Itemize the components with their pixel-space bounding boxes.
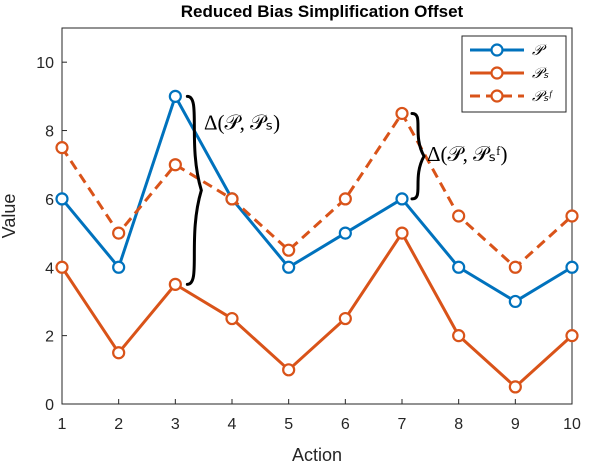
x-tick-label: 10 — [563, 416, 581, 433]
chart-title: Reduced Bias Simplification Offset — [181, 2, 464, 21]
annotation-label: Δ(𝒫, 𝒫ₛᶠ) — [427, 142, 508, 166]
series-1-point — [395, 192, 409, 206]
x-tick-label: 9 — [511, 416, 520, 433]
series-2-point — [338, 311, 352, 326]
legend-marker — [490, 43, 504, 57]
series-layer — [55, 89, 579, 394]
annotation-brace — [410, 111, 426, 201]
x-axis: 1 2 3 4 5 6 7 8 9 10 — [58, 399, 581, 433]
series-3-point — [282, 243, 296, 257]
y-tick-label: 2 — [45, 329, 54, 346]
series-line-1 — [60, 94, 573, 303]
series-3-point — [168, 158, 182, 172]
series-2-point — [225, 311, 239, 326]
y-tick-label: 6 — [45, 192, 54, 209]
series-1-point — [112, 260, 126, 274]
series-3-point — [55, 141, 69, 155]
annotation-brace — [185, 94, 203, 286]
series-3-point — [508, 260, 522, 274]
x-tick-label: 4 — [228, 416, 237, 433]
legend-marker — [490, 66, 504, 80]
x-tick-label: 8 — [454, 416, 463, 433]
series-3-point — [565, 209, 579, 223]
y-axis: 0 2 4 6 8 10 — [36, 55, 67, 414]
annotation-label: Δ(𝒫, 𝒫ₛ) — [204, 110, 280, 134]
x-axis-label: Action — [292, 445, 342, 465]
x-tick-label: 2 — [114, 416, 123, 433]
legend-label: 𝒫ₛ — [532, 66, 549, 82]
series-2-point — [452, 329, 466, 343]
series-3-point — [112, 226, 126, 240]
x-tick-label: 1 — [58, 416, 67, 433]
series-1-point — [508, 294, 522, 309]
series-3-point — [338, 192, 352, 206]
annotation-layer: Δ(𝒫, 𝒫ₛ) Δ(𝒫, 𝒫ₛᶠ) — [185, 94, 508, 286]
legend-label: 𝒫ₛᶠ — [532, 89, 553, 105]
series-line-2 — [60, 231, 574, 389]
series-2-point — [55, 260, 69, 274]
series-1-point — [168, 89, 182, 103]
series-2-point — [168, 277, 182, 291]
series-1-point — [565, 260, 579, 274]
y-tick-label: 0 — [45, 397, 54, 414]
series-3-point — [395, 106, 409, 121]
series-2-point — [282, 363, 296, 377]
series-3-point — [225, 192, 239, 206]
series-line-3 — [60, 111, 574, 269]
y-axis-label: Value — [0, 194, 19, 239]
x-tick-label: 7 — [398, 416, 407, 433]
series-1-point — [338, 226, 352, 240]
y-tick-label: 4 — [45, 260, 54, 277]
series-1-point — [452, 260, 466, 274]
legend-marker — [490, 89, 504, 103]
series-1-point — [282, 260, 296, 274]
series-3-point — [452, 209, 466, 223]
x-tick-label: 6 — [341, 416, 350, 433]
series-1-point — [55, 192, 69, 206]
series-2-point — [508, 380, 522, 394]
x-tick-label: 5 — [284, 416, 293, 433]
series-2-point — [395, 226, 409, 240]
y-tick-label: 10 — [36, 55, 54, 72]
x-tick-label: 3 — [171, 416, 180, 433]
series-2-point — [565, 329, 579, 343]
series-2-point — [112, 346, 126, 360]
y-tick-label: 8 — [45, 124, 54, 141]
